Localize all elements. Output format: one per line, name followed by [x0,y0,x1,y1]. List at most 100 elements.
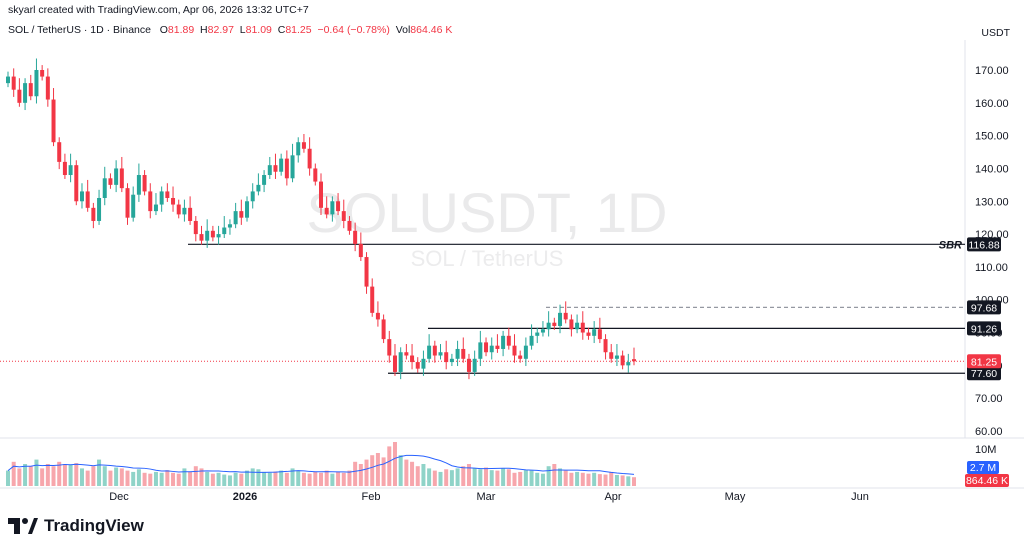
volume-bar [364,459,369,486]
volume-bar [586,473,591,486]
volume-bar [449,470,454,486]
tradingview-brand[interactable]: TradingView [8,516,144,536]
candle-body [580,322,585,333]
volume-bar [580,472,585,486]
volume-bar [222,474,227,486]
volume-bar [313,471,318,486]
candle-body [347,220,352,231]
candle-body [34,70,39,97]
candle-body [227,224,232,228]
watermark-name: SOL / TetherUS [411,246,564,271]
candle-body [501,335,506,349]
close-value: 81.25 [285,24,312,36]
candle-body [148,191,153,212]
candle-body [364,257,369,287]
candle-body [415,362,420,369]
volume-bar [495,470,500,486]
volume-bar [205,471,210,486]
candle-body [40,70,45,77]
volume-bar [609,471,614,486]
volume-ma-tag-bg [967,461,999,474]
candle-body [28,83,33,97]
candle-body [558,312,563,326]
candle-body [262,175,267,185]
volume-bar [347,470,352,486]
volume-bar [529,470,534,486]
volume-bar [290,468,295,486]
candle-body [575,322,580,330]
volume-bar [193,466,198,486]
candle-body [375,312,380,320]
volume-bar [74,463,79,486]
volume-bar [512,472,517,486]
candle-body [233,211,238,225]
candle-body [523,345,528,359]
candle-body [381,319,386,340]
volume-bar [114,467,119,486]
volume-bar [398,455,403,486]
volume-bar [159,472,164,486]
candle-body [466,358,471,372]
candle-body [301,142,306,149]
candle-body [45,76,50,100]
level-name: SBR [939,239,962,251]
candle-body [438,352,443,356]
volume-bar [256,469,261,486]
candle-body [273,165,278,172]
volume-bar [535,472,540,486]
volume-bar [415,466,420,486]
y-tick-label: 170.00 [975,65,1009,77]
level-price-tag-bg [967,300,1001,315]
y-tick-label: 60.00 [975,426,1003,438]
candle-body [552,322,557,326]
high-value: 82.97 [207,24,234,36]
candle-body [205,230,210,241]
candle-body [250,191,255,202]
low-label: L [239,24,246,36]
candle-body [267,165,272,176]
volume-bar [284,472,289,486]
level-price-tag: 97.68 [971,302,997,314]
candle-body [176,204,181,215]
candle-body [540,329,545,333]
candle-body [125,188,130,218]
volume-bar [432,470,437,486]
volume-bar [455,468,460,486]
volume-bar [404,459,409,486]
candle-body [392,355,397,372]
volume-bar [484,467,489,486]
candle-body [478,342,483,359]
candle-body [341,211,346,221]
y-tick-label: 130.00 [975,196,1009,208]
watermark-ticker: SOLUSDT, 1D [307,181,668,244]
volume-bar [597,474,602,486]
volume-bar [216,472,221,486]
y-tick-label: 150.00 [975,131,1009,143]
y-tick-label: 70.00 [975,393,1003,405]
volume-bar [273,471,278,486]
candle-body [512,345,517,356]
volume-bar [131,471,136,486]
volume-bar [296,470,301,486]
volume-bar [410,461,415,486]
candle-body [609,352,614,359]
volume-bar [17,468,22,486]
candle-body [284,158,289,179]
volume-bar [119,468,124,486]
volume-bar [125,470,130,486]
x-tick-label: 2026 [233,491,257,503]
volume-bar [142,472,147,486]
y-tick-label: 140.00 [975,163,1009,175]
candle-body [626,362,631,366]
volume-bar [632,477,636,486]
x-tick-label: Mar [477,491,496,503]
candle-body [586,332,591,336]
candle-body [632,359,636,362]
created-by-line: skyarl created with TradingView.com, Apr… [8,4,309,16]
volume-bar [353,461,358,486]
volume-bar [341,472,346,486]
volume-bar [370,455,375,486]
candle-body [193,220,198,235]
volume-bar [165,470,170,486]
